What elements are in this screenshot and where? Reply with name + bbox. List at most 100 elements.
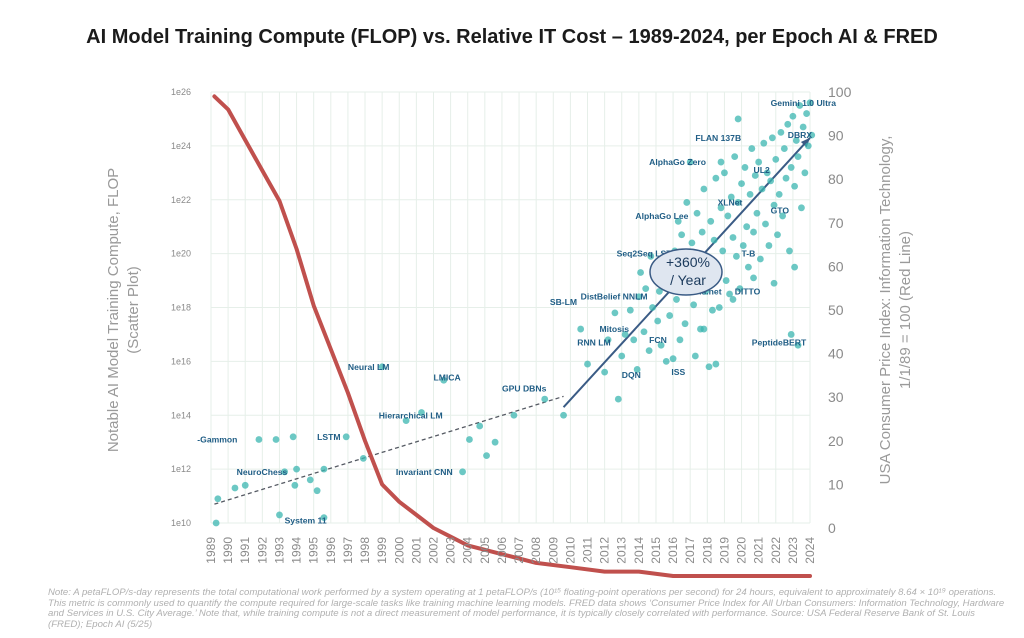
scatter-point [739,242,747,249]
scatter-point [476,422,484,430]
scatter-point [710,236,718,244]
point-label: DBRX [788,130,813,140]
x-tick-label: 2004 [461,537,475,564]
x-tick-label: 2020 [735,537,749,564]
point-label: PeptideBERT [752,338,807,348]
scatter-point [806,99,814,107]
scatter-point [775,190,783,198]
scatter-point [637,269,644,276]
scatter-point [686,158,694,166]
scatter-point [750,228,757,236]
scatter-point [289,433,297,441]
scatter-point [272,436,280,443]
scatter-point [808,131,816,139]
scatter-point [779,212,787,220]
scatter-point [717,158,725,166]
scatter-point [618,352,626,360]
scatter-point [655,287,663,295]
scatter-point [712,174,720,182]
scatter-point [782,174,790,182]
y-tick-label: 1e12 [171,464,191,474]
scatter-point [690,301,698,309]
scatter-point [746,190,754,198]
scatter-point [721,169,728,177]
scatter-point [231,484,239,492]
y2-tick-label: 90 [828,128,844,144]
annotation-line2: / Year [670,272,706,288]
y2-tick-label: 20 [828,433,844,449]
point-label: Mitosis [599,324,629,334]
scatter-point [212,519,220,527]
annotation-line1: +360% [666,254,710,270]
x-tick-label: 2011 [581,537,595,563]
x-tick-label: 1997 [341,537,355,564]
scatter-point [770,201,778,209]
scatter-point [577,325,585,333]
scatter-point [320,514,328,522]
point-label: ISS [671,367,685,377]
scatter-point [676,336,684,344]
point-label: -Gammon [197,434,237,444]
x-tick-label: 2003 [444,537,458,564]
scatter-point [794,153,802,161]
y2-tick-label: 0 [828,520,836,536]
scatter-point [678,231,686,239]
scatter-point [681,320,689,328]
scatter-point [693,209,701,217]
scatter-point [763,169,771,177]
x-tick-label: 2006 [495,537,509,564]
y2-tick-label: 100 [828,84,852,100]
scatter-point [621,331,629,338]
scatter-point [799,123,807,131]
scatter-point [688,239,696,247]
scatter-point [743,223,751,231]
scatter-point [604,336,612,344]
y2-tick-label: 30 [828,389,844,405]
scatter-point [378,363,386,371]
scatter-point [633,366,641,373]
point-label: T-B [742,249,756,259]
x-tick-label: 2016 [666,537,680,564]
scatter-point [640,328,648,336]
point-label: Seq2Seq LSTM [617,249,679,259]
scatter-point [291,481,299,489]
point-label: UL2 [754,165,770,175]
x-tick-label: 1993 [272,537,286,564]
y-tick-label: 1e16 [171,356,191,366]
scatter-point [281,468,288,476]
scatter-point [755,158,763,166]
x-tick-label: 2012 [598,537,612,564]
x-tick-label: 2008 [529,537,543,564]
scatter-point [727,193,735,201]
x-tick-label: 1992 [255,537,269,564]
scatter-point [804,142,812,150]
scatter-point [715,304,723,311]
scatter-point [736,285,744,293]
scatter-point [700,325,708,333]
x-tick-label: 2001 [409,537,423,564]
scatter-point [738,180,745,187]
point-label: FCN [649,335,667,345]
y2-tick-label: 50 [828,302,844,318]
point-label: DistBelief NNLM [581,292,648,302]
scatter-point [635,293,643,301]
scatter-point [614,395,622,403]
scatter-point [760,139,768,147]
x-tick-label: 1990 [221,537,235,564]
trend-lines [214,137,811,505]
scatter-point [683,199,691,206]
trend-arrow-head [800,137,810,148]
point-label: NeuroChess [237,467,288,477]
x-tick-label: 2010 [563,537,577,564]
scatter-point [649,304,656,311]
scatter-point [626,306,634,314]
x-tick-label: 1991 [238,537,252,564]
cpi-line [212,94,812,578]
point-label: AlphaGo Lee [635,211,688,221]
scatter-point [611,309,619,317]
scatter-point [751,172,759,179]
scatter-point [510,411,518,419]
scatter-point [459,468,466,476]
scatter-point [642,285,650,293]
scatter-point [359,454,367,462]
